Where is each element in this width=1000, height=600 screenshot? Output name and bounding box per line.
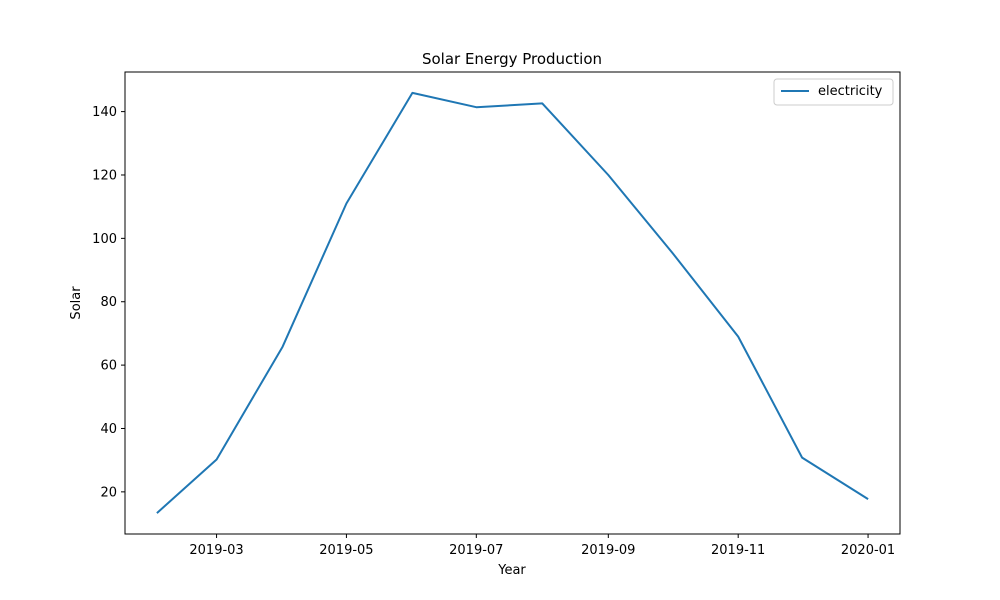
chart-title: Solar Energy Production [422,50,602,68]
plot-area: 20 40 60 80 100 120 140 2019-03 2019-05 2019-07 20… [92,71,901,558]
y-tick-label: 40 [100,422,117,437]
x-tick-label: 2020-01 [841,543,895,558]
legend: electricity [773,78,894,106]
x-tick-label: 2019-09 [581,543,635,558]
y-tick-label: 20 [100,485,117,500]
y-tick-label: 100 [92,232,117,247]
series-line-electricity [156,91,869,514]
x-axis-title: Year [497,563,526,578]
y-tick-label: 140 [92,105,117,120]
y-tick-label: 60 [100,359,117,374]
y-axis-title: Solar [69,286,84,320]
x-tick-label: 2019-11 [711,543,765,558]
y-tick-label: 120 [92,168,117,183]
legend-frame [773,78,894,106]
x-tick-label: 2019-07 [449,543,503,558]
y-tick-label: 80 [100,295,117,310]
x-tick-label: 2019-03 [189,543,243,558]
plot-frame [124,71,901,535]
legend-label-electricity: electricity [818,84,883,99]
x-tick-label: 2019-05 [319,543,373,558]
